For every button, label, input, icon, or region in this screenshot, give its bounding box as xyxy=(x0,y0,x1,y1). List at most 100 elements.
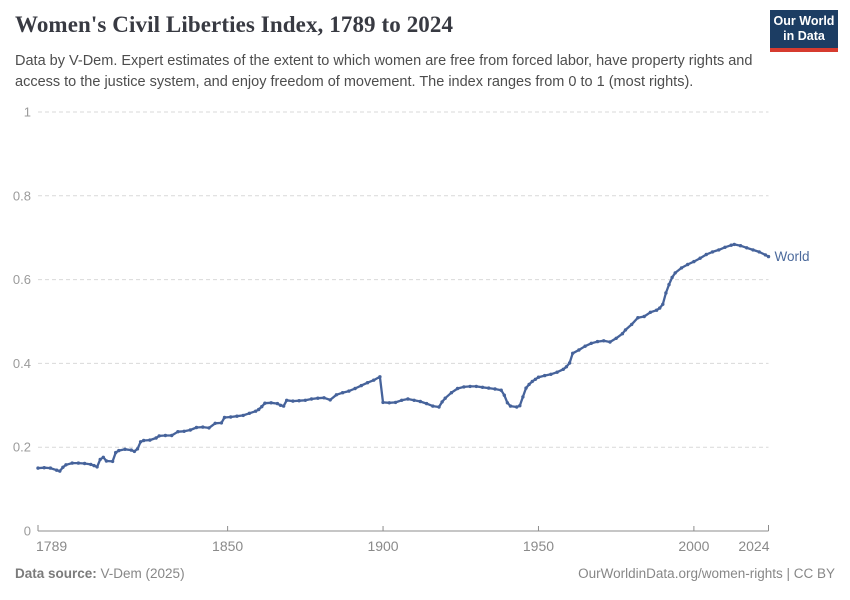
world-series-point xyxy=(257,407,261,412)
world-series-point xyxy=(738,244,743,248)
world-series-point xyxy=(269,401,273,405)
world-series-point xyxy=(670,275,674,280)
world-series-point xyxy=(309,397,314,401)
world-series-point xyxy=(474,384,478,389)
x-axis-tick-label: 1900 xyxy=(367,538,398,554)
world-series-point xyxy=(95,465,99,469)
world-series-point xyxy=(55,468,59,472)
world-series-point xyxy=(406,397,410,401)
world-series-point xyxy=(170,433,174,438)
world-series-point xyxy=(757,250,761,254)
world-series-point xyxy=(82,461,87,466)
world-series-point xyxy=(717,248,721,252)
world-series-point xyxy=(123,447,127,451)
owid-logo-line2: in Data xyxy=(783,29,825,43)
world-series-point xyxy=(263,401,267,405)
chart-subtitle: Data by V-Dem. Expert estimates of the e… xyxy=(15,53,753,90)
world-series-point xyxy=(117,448,121,453)
world-series-point xyxy=(64,463,68,467)
world-series-point xyxy=(530,379,534,384)
world-series-point xyxy=(658,306,662,310)
world-series-point xyxy=(723,245,727,249)
world-series-point xyxy=(533,377,538,381)
owid-logo[interactable]: Our World in Data xyxy=(770,10,838,52)
y-axis-tick-label: 0.2 xyxy=(13,440,31,455)
world-series-point xyxy=(70,461,74,465)
world-series-point xyxy=(412,398,416,402)
world-series-point xyxy=(462,385,466,389)
world-series-point xyxy=(577,348,581,352)
world-series-point xyxy=(235,414,239,418)
world-series-label: World xyxy=(775,249,810,264)
world-series-point xyxy=(620,332,625,336)
world-series-point xyxy=(608,340,612,344)
world-series-point xyxy=(468,384,472,389)
world-series-point xyxy=(480,385,485,389)
world-series-point xyxy=(278,403,283,407)
world-series-point xyxy=(297,399,301,403)
world-series-point xyxy=(710,250,715,254)
world-series-point xyxy=(648,310,653,314)
world-series-point xyxy=(61,465,65,469)
world-series-point xyxy=(623,328,628,332)
world-series-point xyxy=(219,421,224,425)
world-series-point xyxy=(328,398,332,402)
world-series-point xyxy=(154,436,158,440)
world-series-point xyxy=(443,396,447,400)
world-series-point xyxy=(36,466,40,470)
y-axis-tick-label: 0.4 xyxy=(13,356,31,371)
world-series-point xyxy=(148,438,152,442)
world-series-point xyxy=(281,404,286,408)
world-series-point xyxy=(129,448,133,452)
world-series-point xyxy=(222,415,227,420)
data-source-label: Data source: xyxy=(15,566,97,581)
world-series-point xyxy=(667,282,671,287)
world-series-point xyxy=(98,457,102,462)
world-series-point xyxy=(515,405,519,409)
world-series-point xyxy=(303,398,307,402)
world-series-point xyxy=(692,259,696,264)
world-series-point xyxy=(449,391,454,395)
world-series-point xyxy=(42,466,46,470)
chart-title: Women's Civil Liberties Index, 1789 to 2… xyxy=(15,12,454,37)
world-series-point xyxy=(555,370,559,374)
world-series-point xyxy=(163,433,168,438)
y-axis-tick-label: 0 xyxy=(24,524,31,539)
world-series-point xyxy=(595,339,600,344)
x-axis-tick-label: 1950 xyxy=(523,538,554,554)
world-series-point xyxy=(138,440,143,444)
world-series-point xyxy=(455,386,460,391)
owid-link[interactable]: OurWorldinData.org/women-rights | CC BY xyxy=(578,566,835,581)
world-series-point xyxy=(101,455,106,459)
x-axis-tick-label: 2024 xyxy=(738,538,769,554)
world-series-point xyxy=(487,386,491,390)
world-series-point xyxy=(253,409,258,413)
world-series-point xyxy=(732,242,736,247)
world-series-point xyxy=(431,404,435,408)
world-series-point xyxy=(347,389,351,393)
x-axis-tick-label: 2000 xyxy=(678,538,709,554)
world-series-line[interactable] xyxy=(36,243,770,473)
world-series-point xyxy=(247,411,252,415)
world-series-point xyxy=(194,425,199,430)
world-series-point xyxy=(76,461,81,465)
world-series-point xyxy=(493,387,497,391)
world-series-point xyxy=(524,386,528,390)
world-series-point xyxy=(291,399,295,403)
world-series-point xyxy=(602,339,606,343)
world-series-point xyxy=(664,291,668,295)
world-series-point xyxy=(213,421,217,425)
world-series-point xyxy=(334,393,339,397)
world-series-point xyxy=(766,254,771,259)
world-series-point xyxy=(661,302,665,306)
world-series-point xyxy=(751,248,755,252)
world-series-point xyxy=(58,469,62,473)
chart-footer: Data source: V-Dem (2025) OurWorldinData… xyxy=(15,566,835,581)
world-series-point xyxy=(502,393,506,397)
world-series-point xyxy=(424,401,429,406)
world-series-point xyxy=(340,391,345,395)
y-axis-tick-label: 0.6 xyxy=(13,272,31,287)
world-series-point xyxy=(549,372,553,376)
